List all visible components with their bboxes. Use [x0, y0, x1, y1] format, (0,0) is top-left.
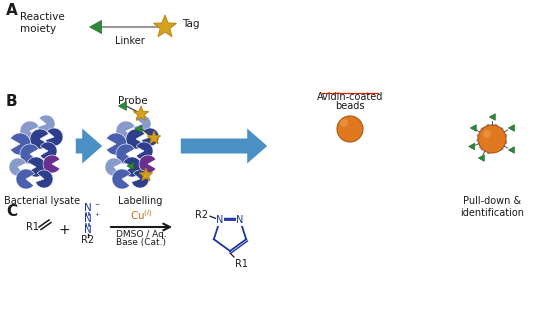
Wedge shape: [105, 158, 122, 176]
Text: N: N: [216, 215, 224, 225]
Wedge shape: [116, 144, 135, 164]
Wedge shape: [133, 115, 151, 133]
Wedge shape: [132, 170, 149, 188]
Wedge shape: [112, 169, 131, 189]
Wedge shape: [139, 155, 156, 173]
Polygon shape: [489, 114, 495, 120]
Text: $^-$: $^-$: [93, 201, 101, 209]
Polygon shape: [118, 102, 127, 111]
Polygon shape: [154, 15, 176, 37]
Polygon shape: [478, 155, 484, 161]
Polygon shape: [468, 143, 474, 150]
Circle shape: [478, 125, 506, 153]
Text: R1: R1: [235, 259, 248, 269]
Text: N: N: [236, 215, 244, 225]
Wedge shape: [30, 129, 49, 149]
Wedge shape: [480, 141, 494, 154]
Text: Base (Cat.): Base (Cat.): [117, 238, 166, 247]
Circle shape: [340, 119, 348, 127]
Text: Avidin-coated: Avidin-coated: [317, 92, 383, 102]
Wedge shape: [116, 121, 135, 141]
Wedge shape: [142, 128, 159, 146]
Text: Cu$^{(I)}$: Cu$^{(I)}$: [130, 208, 153, 222]
Text: Labelling: Labelling: [118, 196, 162, 206]
Circle shape: [483, 130, 491, 138]
Text: N: N: [84, 214, 92, 224]
Polygon shape: [133, 106, 149, 121]
Wedge shape: [136, 142, 153, 160]
Wedge shape: [126, 129, 145, 149]
Wedge shape: [485, 123, 499, 136]
Text: R2: R2: [81, 235, 95, 245]
Polygon shape: [139, 168, 153, 181]
Wedge shape: [20, 121, 39, 141]
Wedge shape: [107, 133, 127, 155]
Polygon shape: [135, 125, 142, 133]
Polygon shape: [147, 131, 161, 144]
Wedge shape: [11, 133, 31, 155]
Wedge shape: [123, 157, 142, 177]
Text: +: +: [58, 223, 70, 237]
Text: B: B: [6, 94, 18, 109]
Wedge shape: [477, 127, 491, 141]
Text: DMSO / Aq.: DMSO / Aq.: [116, 230, 167, 239]
Polygon shape: [508, 147, 514, 153]
Text: R2: R2: [195, 210, 208, 220]
Text: $^+$: $^+$: [93, 212, 101, 220]
Text: Bacterial lysate: Bacterial lysate: [4, 196, 80, 206]
Wedge shape: [40, 142, 57, 160]
Text: C: C: [6, 204, 17, 219]
Text: Probe: Probe: [118, 96, 148, 106]
Text: Reactive
moiety: Reactive moiety: [20, 12, 65, 35]
Text: Tag: Tag: [182, 19, 200, 29]
Wedge shape: [476, 135, 490, 149]
Polygon shape: [90, 20, 102, 34]
Text: A: A: [6, 3, 18, 18]
Wedge shape: [27, 157, 46, 177]
Wedge shape: [494, 137, 508, 151]
Polygon shape: [470, 125, 476, 131]
Text: Linker: Linker: [115, 36, 145, 46]
Text: beads: beads: [335, 101, 365, 111]
Polygon shape: [127, 162, 134, 170]
Wedge shape: [9, 158, 26, 176]
Wedge shape: [20, 144, 39, 164]
Polygon shape: [508, 125, 514, 131]
Wedge shape: [494, 127, 508, 141]
Wedge shape: [38, 115, 55, 133]
Wedge shape: [35, 170, 53, 188]
Circle shape: [337, 116, 363, 142]
Text: R1: R1: [26, 222, 39, 232]
Wedge shape: [45, 128, 63, 146]
Wedge shape: [43, 155, 60, 173]
Text: N: N: [84, 203, 92, 213]
Text: N: N: [84, 225, 92, 235]
Wedge shape: [16, 169, 35, 189]
Text: Pull-down &
identification: Pull-down & identification: [460, 196, 524, 218]
